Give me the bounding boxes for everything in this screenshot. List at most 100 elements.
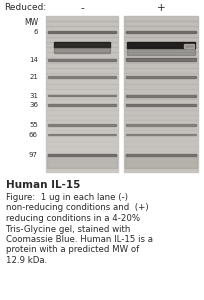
Bar [54,47,110,53]
Bar [46,63,118,68]
Bar [123,84,197,89]
Bar [46,125,118,130]
Text: Tris-Glycine gel, stained with: Tris-Glycine gel, stained with [6,224,130,233]
Bar [46,156,118,162]
Text: 36: 36 [29,102,38,108]
Bar [123,146,197,151]
Bar [46,78,118,84]
Text: Coomassie Blue. Human IL-15 is a: Coomassie Blue. Human IL-15 is a [6,235,152,244]
Bar [125,58,195,61]
Bar [125,104,195,106]
Bar [123,52,197,58]
Bar [46,84,118,89]
Bar [48,59,115,61]
Bar [123,73,197,78]
Bar [124,154,196,168]
Bar [123,141,197,146]
Bar [46,167,118,172]
Bar [123,63,197,68]
Bar [123,125,197,130]
Bar [125,76,195,78]
Bar [125,31,195,33]
Bar [123,104,197,110]
Bar [46,115,118,120]
Bar [46,26,118,32]
Text: Figure:  1 ug in each lane (-): Figure: 1 ug in each lane (-) [6,193,127,202]
Bar [48,124,115,126]
Bar [123,16,197,172]
Bar [46,104,118,110]
Bar [48,134,115,136]
Bar [46,47,118,52]
Bar [54,42,110,47]
Bar [48,76,115,78]
Bar [123,130,197,136]
Bar [125,154,195,156]
Text: Reduced:: Reduced: [4,4,46,13]
Text: 55: 55 [29,122,38,128]
Bar [123,32,197,37]
Bar [125,124,195,126]
Bar [46,32,118,37]
Bar [125,94,195,97]
Text: 6: 6 [33,28,38,34]
Bar [46,68,118,73]
Text: +: + [156,3,164,13]
Bar [46,141,118,146]
Bar [123,78,197,84]
Text: protein with a predicted MW of: protein with a predicted MW of [6,245,139,254]
Bar [46,94,118,99]
Bar [48,154,115,156]
Bar [46,89,118,94]
Bar [46,37,118,42]
Bar [46,99,118,104]
Bar [123,136,197,141]
Bar [123,115,197,120]
Bar [48,95,115,97]
Text: 97: 97 [29,152,38,158]
Text: 31: 31 [29,93,38,99]
Bar [123,21,197,26]
Bar [123,68,197,73]
Bar [46,120,118,125]
Bar [123,162,197,167]
Bar [46,110,118,115]
Bar [123,37,197,42]
Bar [123,16,197,21]
Bar [46,52,118,58]
Text: MW: MW [24,18,38,27]
Text: 12.9 kDa.: 12.9 kDa. [6,256,47,265]
Bar [123,151,197,156]
Bar [123,47,197,52]
Bar [123,156,197,162]
Bar [123,110,197,115]
Bar [48,104,115,106]
Bar [46,16,118,21]
Text: 21: 21 [29,74,38,80]
Bar [123,167,197,172]
Bar [46,42,118,47]
Bar [123,94,197,99]
Bar [123,26,197,32]
Bar [123,58,197,63]
Bar [46,21,118,26]
Bar [46,130,118,136]
Text: 66: 66 [29,132,38,138]
Bar [48,31,115,33]
Bar [47,154,116,168]
Bar [123,89,197,94]
Text: 14: 14 [29,57,38,63]
Text: reducing conditions in a 4-20%: reducing conditions in a 4-20% [6,214,140,223]
Bar [46,16,118,172]
Bar [126,48,194,55]
Bar [46,73,118,78]
Bar [46,162,118,167]
Bar [46,136,118,141]
Bar [125,134,195,136]
Text: non-reducing conditions and  (+): non-reducing conditions and (+) [6,203,148,212]
Text: -: - [80,3,83,13]
Bar [123,99,197,104]
Bar [123,42,197,47]
Bar [123,120,197,125]
Text: Human IL-15: Human IL-15 [6,180,80,190]
